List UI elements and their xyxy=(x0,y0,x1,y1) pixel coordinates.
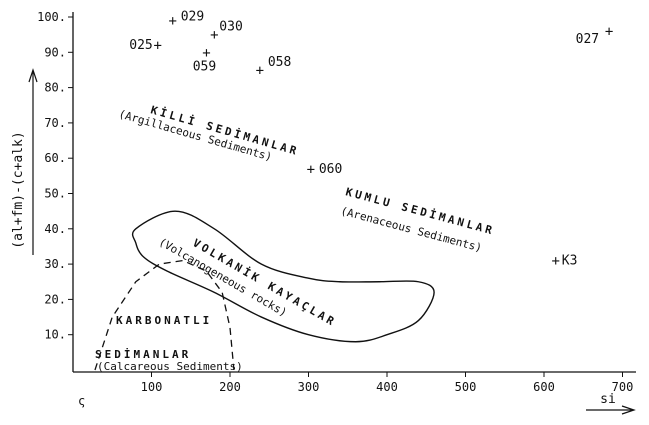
x-tick-label: 300 xyxy=(298,380,320,394)
region-subtitle-carbonate: (Calcareous Sediments) xyxy=(97,360,243,373)
y-tick-label: 100. xyxy=(37,10,66,24)
y-tick-label: 70. xyxy=(44,116,66,130)
region-label-carbonate: KARBONATLI xyxy=(116,314,212,327)
x-axis-arrow-head xyxy=(621,405,636,415)
y-tick-label: 80. xyxy=(44,81,66,95)
x-tick-label: 200 xyxy=(219,380,241,394)
y-axis-arrow-head xyxy=(28,68,38,83)
y-tick-label: 20. xyxy=(44,292,66,306)
x-tick-label: 600 xyxy=(533,380,555,394)
point-label: 059 xyxy=(193,59,216,74)
region-label-carbonate-2: SEDİMANLAR xyxy=(95,347,191,361)
region-label-volcanic: VOLKANİK KAYAÇLAR xyxy=(191,235,340,329)
point-marker: + xyxy=(202,45,210,61)
volcanic-rocks-outline xyxy=(131,210,435,343)
point-marker: + xyxy=(605,24,613,40)
x-origin-label: ς xyxy=(78,394,85,408)
x-tick-label: 500 xyxy=(455,380,477,394)
x-tick-label: 400 xyxy=(376,380,398,394)
axis-labels: (al+fm)-(c+alk) si xyxy=(11,68,636,415)
y-tick-label: 10. xyxy=(44,328,66,342)
y-axis-label: (al+fm)-(c+alk) xyxy=(11,131,26,248)
x-tick-label: 700 xyxy=(612,380,634,394)
point-marker: + xyxy=(256,63,264,79)
point-marker: + xyxy=(307,162,315,178)
y-tick-label: 40. xyxy=(44,222,66,236)
point-marker: + xyxy=(210,28,218,44)
point-label: 029 xyxy=(181,10,204,25)
tick-labels: 100 200 300 400 500 600 700 ς 10. 20. 30. 40. 50. 60.… xyxy=(37,10,633,408)
region-outlines xyxy=(94,210,435,371)
point-marker: + xyxy=(552,254,560,270)
point-label: K3 xyxy=(562,254,578,269)
point-label: 058 xyxy=(268,55,291,70)
point-label: 027 xyxy=(576,32,599,47)
axes xyxy=(72,12,636,373)
point-marker: + xyxy=(154,38,162,54)
point-label: 030 xyxy=(219,20,242,35)
y-tick-label: 30. xyxy=(44,257,66,271)
point-marker: + xyxy=(168,14,176,30)
point-label: 060 xyxy=(319,162,342,177)
y-tick-label: 90. xyxy=(44,45,66,59)
region-labels: KİLLİ SEDİMANLAR(Argillaceous Sediments)… xyxy=(95,102,497,373)
x-axis-label: si xyxy=(600,392,616,407)
y-tick-label: 50. xyxy=(44,187,66,201)
data-points: +029+030+025 +059 +058+027+ 060+ K3 xyxy=(129,10,613,270)
y-tick-label: 60. xyxy=(44,151,66,165)
point-label: 025 xyxy=(129,38,152,53)
x-tick-label: 100 xyxy=(141,380,163,394)
